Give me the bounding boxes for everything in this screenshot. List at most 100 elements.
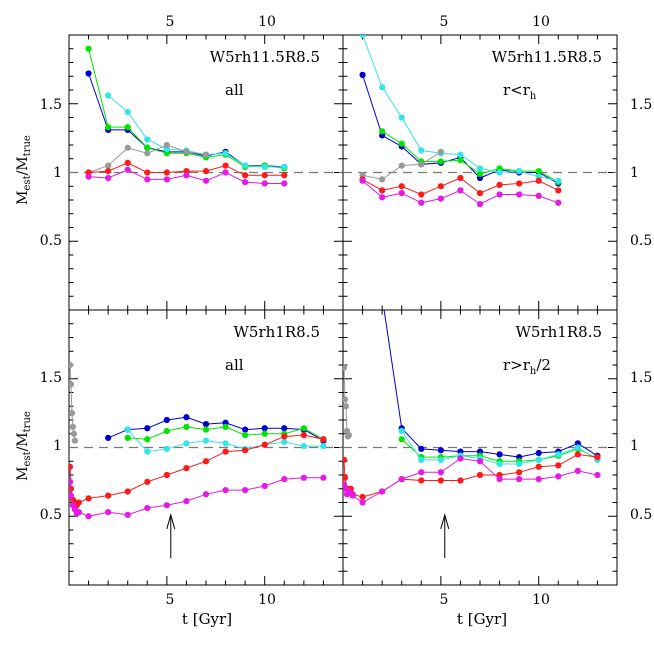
data-point xyxy=(555,462,562,469)
data-point xyxy=(261,430,268,437)
y-tick-label-top-1.5: 1.5 xyxy=(40,97,62,113)
data-point xyxy=(574,467,581,474)
data-point xyxy=(105,174,112,182)
data-point xyxy=(183,440,190,447)
data-point xyxy=(398,114,405,121)
data-point xyxy=(183,148,190,155)
data-point xyxy=(418,147,425,154)
data-point xyxy=(183,172,190,179)
data-point xyxy=(222,150,229,157)
data-point xyxy=(124,159,131,166)
subset-label-top-right: r<rh xyxy=(503,81,537,102)
data-point xyxy=(535,177,542,184)
data-point xyxy=(418,199,425,206)
data-point xyxy=(75,509,82,516)
data-point xyxy=(535,476,542,483)
data-point xyxy=(398,140,405,147)
data-point xyxy=(85,495,92,502)
data-point xyxy=(281,172,288,179)
y-tick-label-bottom-1: 1 xyxy=(53,438,62,454)
data-point xyxy=(476,165,484,172)
panel-bottom-right xyxy=(342,309,618,586)
data-point xyxy=(516,476,523,483)
data-point xyxy=(105,162,112,169)
data-point xyxy=(163,445,170,452)
data-point xyxy=(300,443,307,450)
data-point xyxy=(105,509,112,516)
series-group xyxy=(359,35,562,208)
arrow-head xyxy=(440,513,450,530)
data-point xyxy=(163,176,170,183)
data-point xyxy=(144,436,151,443)
data-point xyxy=(85,45,92,52)
data-point xyxy=(379,84,386,91)
data-point xyxy=(594,454,601,461)
data-point xyxy=(202,491,210,498)
data-point xyxy=(343,474,349,481)
data-point xyxy=(75,499,82,506)
data-point xyxy=(343,403,350,410)
data-point xyxy=(535,456,542,463)
data-point xyxy=(437,158,444,165)
data-point xyxy=(555,199,562,206)
data-point xyxy=(300,425,307,432)
data-point xyxy=(163,169,170,176)
data-point xyxy=(69,381,75,388)
bottom-tick-label-5-left: 5 xyxy=(166,592,175,608)
data-point xyxy=(516,469,523,476)
data-point xyxy=(85,513,92,520)
data-point xyxy=(457,157,464,164)
y-tick-label-right-bottom-1.5: 1.5 xyxy=(630,370,652,386)
data-point xyxy=(379,176,386,183)
data-point xyxy=(69,492,75,499)
data-point xyxy=(281,425,288,432)
data-point xyxy=(69,478,74,485)
data-point xyxy=(437,469,444,476)
data-point xyxy=(242,426,249,433)
data-point xyxy=(496,451,503,458)
data-point xyxy=(535,168,542,175)
data-point xyxy=(144,150,151,157)
data-point xyxy=(69,361,74,369)
data-point xyxy=(242,172,249,179)
subset-label-top-left: all xyxy=(225,81,244,99)
data-point xyxy=(222,162,229,169)
data-point xyxy=(202,426,210,433)
data-point xyxy=(320,443,327,450)
data-point xyxy=(163,141,170,149)
panel-top-right xyxy=(342,34,618,311)
data-point xyxy=(437,195,444,202)
arrow-head xyxy=(166,513,176,530)
data-point xyxy=(69,423,77,430)
data-point xyxy=(516,191,523,198)
data-point xyxy=(281,180,288,187)
series-line xyxy=(401,438,598,462)
top-tick-label-10-right: 10 xyxy=(532,14,550,30)
data-point xyxy=(437,456,444,463)
data-point xyxy=(555,473,562,480)
data-point xyxy=(281,476,288,483)
data-point xyxy=(183,498,190,505)
data-point xyxy=(343,456,348,463)
top-tick-label-5-right: 5 xyxy=(440,14,449,30)
data-point xyxy=(343,364,348,371)
data-point xyxy=(379,488,386,495)
data-point xyxy=(300,474,307,481)
panel-bottom-left xyxy=(68,309,344,586)
data-point xyxy=(476,201,484,208)
data-point xyxy=(496,460,503,468)
data-point xyxy=(555,177,562,184)
panel-top-left xyxy=(68,34,344,311)
data-point xyxy=(555,187,562,194)
y-axis-label-top: Mest/Mtrue xyxy=(15,135,33,205)
data-point xyxy=(476,170,484,177)
x-axis-label-left: t [Gyr] xyxy=(182,610,232,628)
data-point xyxy=(242,487,249,494)
data-point xyxy=(105,124,112,131)
data-point xyxy=(124,166,131,173)
data-point xyxy=(457,477,464,484)
data-point xyxy=(457,151,464,158)
top-tick-label-5-left: 5 xyxy=(166,14,175,30)
data-point xyxy=(343,396,349,403)
data-point xyxy=(144,478,151,485)
